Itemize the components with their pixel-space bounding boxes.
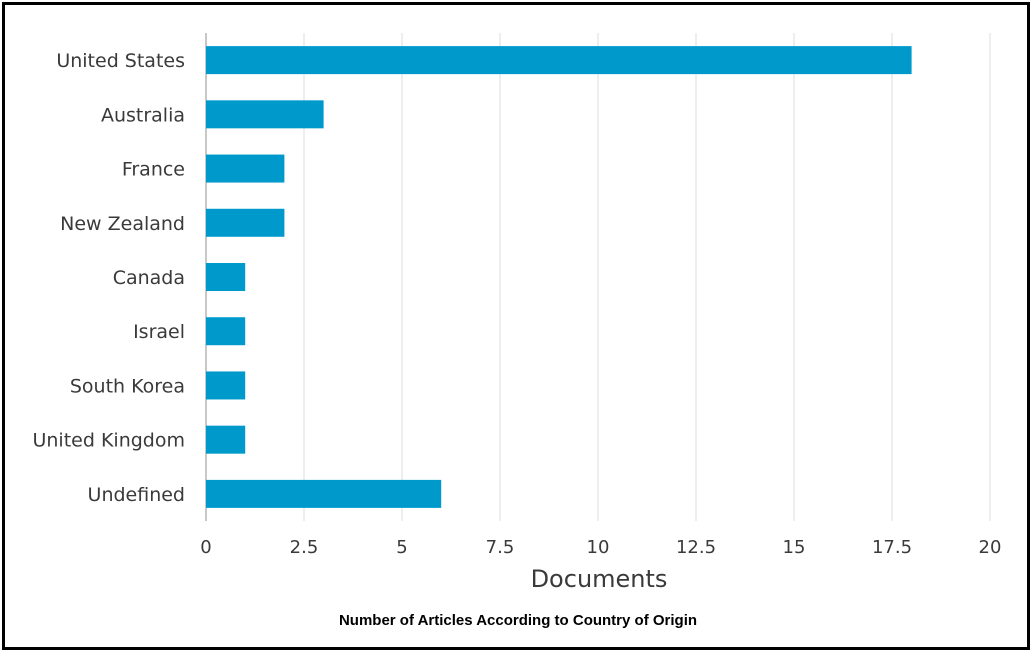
- bar: [206, 154, 285, 183]
- bar: [206, 425, 246, 454]
- x-tick-label: 0: [200, 537, 211, 558]
- bar: [206, 263, 246, 291]
- x-tick-label: 17.5: [872, 537, 912, 558]
- bar: [206, 317, 246, 346]
- bar: [206, 371, 246, 400]
- bar: [206, 208, 285, 237]
- x-tick-label: 2.5: [290, 537, 319, 558]
- x-tick-label: 5: [396, 537, 407, 558]
- x-tick-label: 15: [783, 537, 806, 558]
- x-tick-label: 10: [587, 537, 610, 558]
- x-tick-labels: 0 2.5 5 7.5 10 12.5 15 17.5 20: [200, 537, 1001, 558]
- category-label: Australia: [101, 104, 185, 126]
- category-labels: United States Australia France New Zealand C…: [32, 50, 185, 506]
- bars: [206, 46, 912, 508]
- x-tick-label: 20: [979, 537, 1002, 558]
- category-label: Israel: [133, 321, 185, 343]
- category-label: France: [122, 159, 185, 181]
- category-label: South Korea: [70, 375, 185, 397]
- bar: [206, 479, 442, 508]
- category-label: United States: [56, 50, 185, 72]
- bar-chart: United States Australia France New Zealand C…: [32, 33, 1001, 593]
- x-tick-label: 7.5: [486, 537, 515, 558]
- category-label: United Kingdom: [32, 430, 185, 452]
- chart-caption: Number of Articles According to Country …: [338, 612, 698, 629]
- x-tick-label: 12.5: [676, 537, 716, 558]
- category-label: New Zealand: [60, 213, 185, 235]
- category-label: Canada: [113, 267, 185, 289]
- bar: [206, 100, 324, 129]
- bar: [206, 46, 912, 75]
- category-label: Undefined: [88, 484, 185, 506]
- x-axis-title: Documents: [531, 565, 668, 593]
